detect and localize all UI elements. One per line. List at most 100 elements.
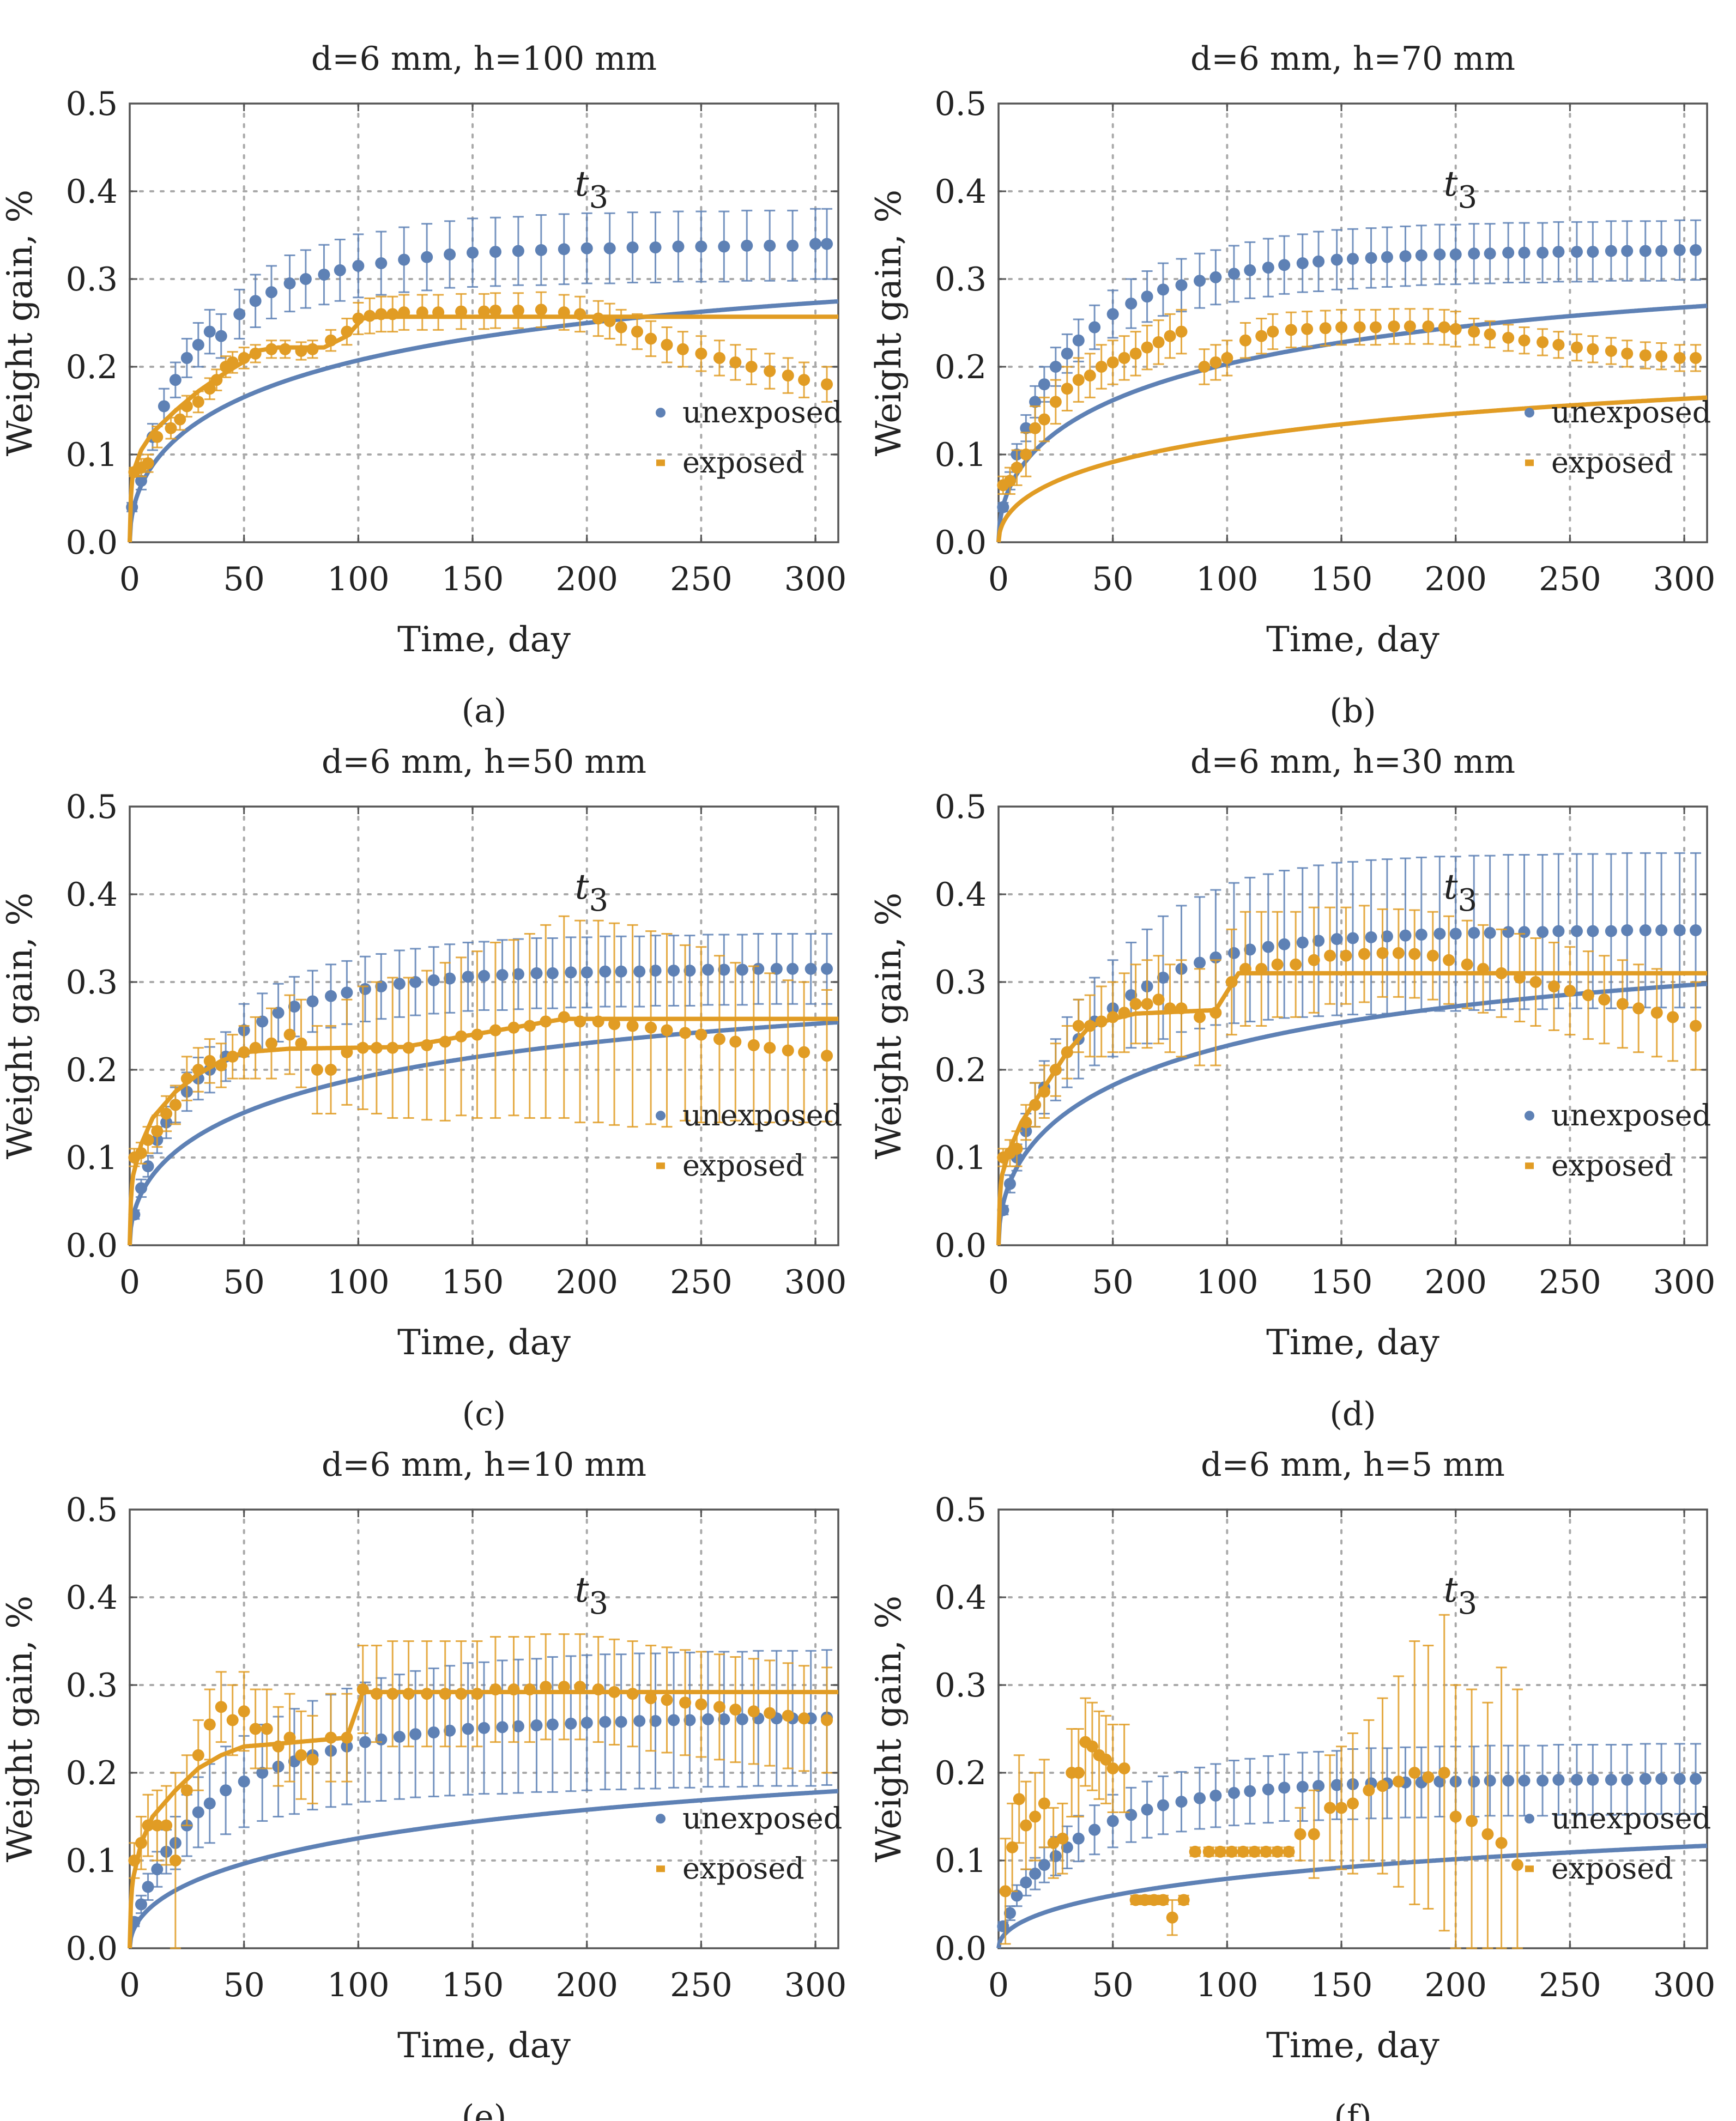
data-point [192, 1749, 204, 1761]
data-point [402, 1041, 415, 1054]
x-axis-label: Time, day [1266, 2026, 1439, 2066]
y-tick-label: 0.2 [66, 348, 118, 386]
data-point [1029, 1868, 1042, 1880]
data-point [203, 1718, 216, 1731]
data-point [325, 990, 337, 1002]
data-point [1468, 325, 1480, 338]
data-point [341, 986, 353, 999]
data-point [608, 1018, 621, 1031]
data-point [599, 965, 612, 978]
data-point [1125, 298, 1138, 310]
data-point [1335, 321, 1348, 334]
data-point [279, 343, 292, 355]
data-point [679, 1027, 692, 1039]
data-point [1518, 246, 1531, 259]
data-point [249, 1723, 262, 1735]
data-point [530, 1719, 543, 1732]
data-point [1260, 1845, 1272, 1858]
data-point [821, 962, 833, 975]
data-point [1422, 320, 1435, 332]
y-tick-label: 0.0 [66, 1930, 118, 1968]
data-point [283, 1028, 296, 1041]
data-point [151, 1819, 164, 1832]
data-point [1570, 341, 1583, 354]
data-point [1125, 1809, 1138, 1821]
data-point [764, 365, 776, 378]
data-point [1449, 323, 1462, 335]
data-point [1461, 958, 1473, 971]
data-point [1408, 1767, 1421, 1779]
data-point [1335, 1802, 1348, 1814]
data-point [615, 965, 627, 978]
error-bars [129, 915, 833, 1167]
data-point [1095, 1015, 1108, 1028]
chart-title: d=6 mm, h=70 mm [1190, 40, 1515, 78]
data-point [444, 1724, 456, 1737]
data-point [416, 306, 428, 319]
data-point [1061, 383, 1073, 395]
y-tick-label: 0.4 [66, 173, 118, 211]
data-point [1106, 1011, 1119, 1023]
data-point [1047, 1837, 1060, 1849]
data-point [1290, 958, 1302, 971]
x-tick-label: 250 [670, 560, 733, 598]
data-point [1157, 971, 1169, 984]
data-point [821, 238, 833, 250]
y-tick-label: 0.2 [66, 1051, 118, 1089]
data-point [359, 1736, 371, 1748]
legend-marker-exposed [1525, 459, 1534, 466]
data-point [215, 330, 227, 342]
data-point [359, 983, 371, 995]
y-tick-label: 0.0 [66, 524, 118, 562]
data-point [1175, 1796, 1188, 1808]
legend-label-unexposed: unexposed [1551, 1098, 1711, 1132]
data-point [1319, 322, 1332, 335]
data-point [1552, 338, 1565, 351]
data-point [1639, 1773, 1652, 1785]
data-point [718, 240, 730, 253]
data-points [997, 244, 1702, 513]
legend-label-exposed: exposed [682, 445, 805, 480]
data-point [1415, 249, 1427, 262]
data-point [1399, 929, 1412, 942]
y-tick-label: 0.5 [935, 1491, 987, 1529]
data-point [1358, 948, 1370, 960]
y-tick-label: 0.5 [66, 85, 118, 123]
data-point [1347, 1797, 1359, 1810]
data-point [1072, 1020, 1085, 1032]
data-point [142, 1160, 154, 1173]
data-point [1381, 930, 1393, 943]
data-point [325, 334, 337, 347]
data-point [1118, 1762, 1130, 1774]
data-point [1084, 1020, 1096, 1032]
chart-title: d=6 mm, h=5 mm [1201, 1446, 1505, 1484]
data-point [1655, 924, 1668, 937]
data-point [1221, 352, 1233, 364]
data-point [1118, 352, 1130, 364]
data-point [1237, 1845, 1249, 1858]
data-point [467, 246, 479, 259]
legend-label-unexposed: unexposed [1551, 1801, 1711, 1835]
x-axis-label: Time, day [397, 2026, 571, 2066]
data-point [1011, 1889, 1023, 1902]
data-point [1621, 1773, 1634, 1786]
y-axis-label: Weight gain, % [869, 1596, 909, 1862]
data-point [1468, 1775, 1480, 1788]
data-point [615, 321, 627, 334]
data-point [283, 277, 296, 290]
data-point [455, 1030, 468, 1043]
data-point [409, 976, 422, 988]
x-tick-label: 150 [441, 1966, 504, 2004]
data-point [386, 1688, 399, 1700]
data-point [1495, 967, 1508, 979]
data-point [1449, 928, 1462, 940]
x-tick-label: 250 [670, 1263, 733, 1301]
data-point [432, 306, 445, 319]
data-point [1518, 1774, 1531, 1787]
data-point [1020, 449, 1032, 460]
data-point [341, 1731, 353, 1744]
legend-label-exposed: exposed [682, 1851, 805, 1886]
chart-panel-f: 0 50 100 150 200 250 300 0.0 0.1 0.2 0.3 0.4 0.5 d=6 … [869, 1446, 1715, 2121]
data-point [1667, 1011, 1679, 1023]
data-point [1449, 1810, 1462, 1823]
